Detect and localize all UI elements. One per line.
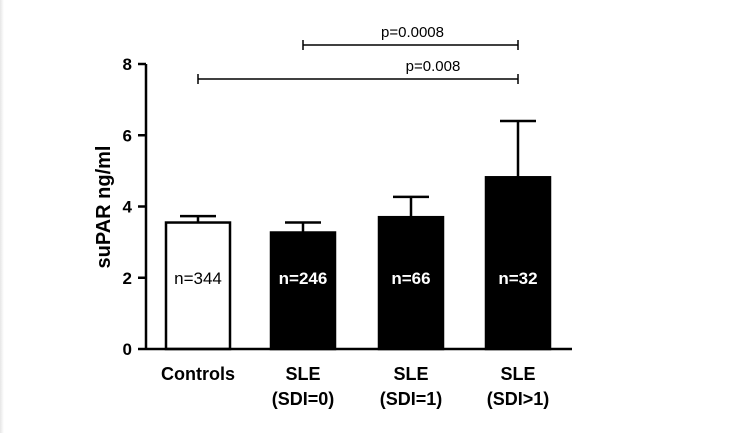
y-axis: 0 2 4 6 8 [123, 55, 148, 359]
left-edge-shadow [0, 0, 4, 433]
category-label: SLE [285, 364, 320, 384]
category-label: SLE [393, 364, 428, 384]
bar-n-label: n=344 [174, 269, 222, 288]
bar [377, 215, 445, 351]
y-tick-label: 4 [123, 198, 133, 217]
bar-n-label: n=246 [279, 269, 328, 288]
significance-annotations: p=0.0008 p=0.008 [197, 24, 519, 84]
bar [269, 231, 337, 351]
bar-n-label: n=66 [391, 269, 430, 288]
bar-n-label: n=32 [498, 269, 537, 288]
y-tick-label: 0 [123, 340, 132, 359]
category-label: Controls [161, 364, 235, 384]
y-tick-label: 6 [123, 126, 132, 145]
bars: n=344 n=246 n=66 n=32 [164, 119, 552, 351]
category-sublabel: (SDI=1) [380, 389, 443, 409]
category-label: SLE [500, 364, 535, 384]
y-axis-label: suPAR ng/ml [93, 146, 115, 269]
category-labels: Controls SLE (SDI=0) SLE (SDI=1) SLE (SDI>1) [161, 364, 549, 409]
y-tick-label: 8 [123, 55, 132, 74]
bar [484, 176, 552, 351]
p-value-label: p=0.0008 [381, 24, 444, 41]
category-sublabel: (SDI=0) [272, 389, 335, 409]
y-tick-label: 2 [123, 269, 132, 288]
category-sublabel: (SDI>1) [487, 389, 550, 409]
p-value-label: p=0.008 [406, 58, 461, 75]
